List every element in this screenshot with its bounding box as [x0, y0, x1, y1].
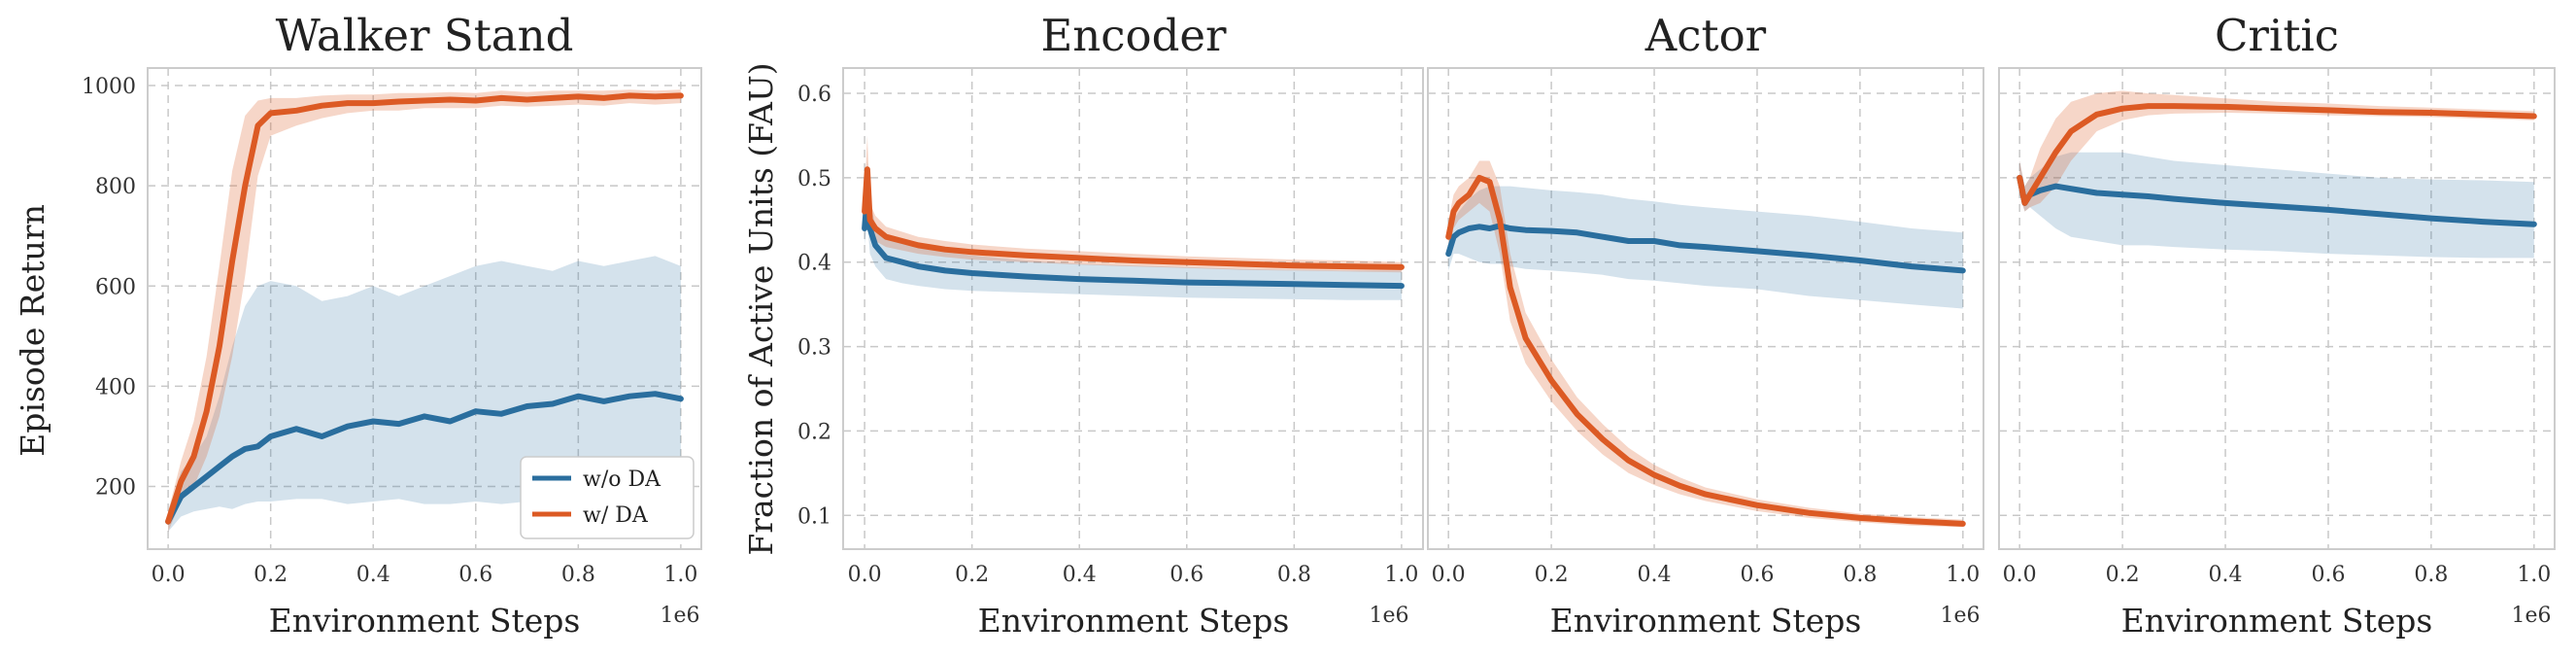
y-tick-label: 800 — [95, 175, 136, 199]
series-line-with-da — [2017, 103, 2537, 206]
y-tick-label: 0.5 — [797, 167, 831, 191]
panel-critic: Critic Environment Steps 1e6 0.0 0.2 0.4 0.… — [1998, 10, 2556, 640]
x-tick-label: 0.6 — [2311, 563, 2345, 587]
x-tick-label: 0.8 — [561, 563, 595, 587]
x-tick-label: 0.6 — [1740, 563, 1774, 587]
x-offset-label: 1e6 — [1369, 604, 1408, 628]
x-tick-label: 0.0 — [2003, 563, 2037, 587]
y-axis-label: Fraction of Active Units (FAU) — [742, 62, 780, 555]
panel-encoder: Encoder Environment Steps Fraction of Ac… — [742, 10, 1424, 640]
x-tick-label: 1.0 — [2517, 563, 2551, 587]
panel-walker-stand: Walker Stand Environment Steps Episode R… — [14, 10, 702, 640]
panel-title: Actor — [1644, 10, 1767, 61]
x-offset-label: 1e6 — [2511, 604, 2551, 628]
y-tick-label: 0.6 — [797, 83, 831, 107]
axes-frame — [842, 67, 1424, 550]
x-tick-label: 0.2 — [1535, 563, 1569, 587]
y-axis-label: Episode Return — [14, 204, 51, 457]
x-tick-label: 1.0 — [1946, 563, 1980, 587]
x-tick-label: 0.6 — [1169, 563, 1203, 587]
x-tick-label: 0.2 — [2106, 563, 2140, 587]
confidence-band-with-da — [2019, 90, 2534, 212]
confidence-band-without-da — [864, 160, 1402, 300]
x-offset-label: 1e6 — [660, 604, 699, 628]
x-tick-label: 0.6 — [458, 563, 492, 587]
y-tick-label: 0.4 — [797, 252, 831, 276]
x-tick-label: 0.2 — [955, 563, 989, 587]
x-tick-label: 1.0 — [1384, 563, 1418, 587]
x-tick-label: 0.8 — [1843, 563, 1877, 587]
x-axis-label: Environment Steps — [269, 602, 581, 640]
series-line-without-da — [2017, 174, 2537, 227]
axes-frame — [1998, 67, 2556, 550]
x-tick-label: 0.8 — [1277, 563, 1311, 587]
series-line-without-da — [862, 191, 1405, 290]
axes-frame — [1427, 67, 1984, 550]
axes-frame — [147, 67, 702, 550]
y-tick-label: 0.1 — [797, 504, 831, 529]
x-tick-label: 0.4 — [1063, 563, 1097, 587]
panel-actor: Actor Environment Steps 1e6 0.0 0.2 0.4 0.6… — [1427, 10, 1984, 640]
legend-label-with-da: w/ DA — [583, 503, 649, 528]
series-line-with-da — [1445, 174, 1966, 527]
panel-title: Walker Stand — [276, 10, 574, 61]
y-tick-label: 1000 — [82, 75, 136, 99]
x-tick-label: 0.4 — [1638, 563, 1672, 587]
x-axis-label: Environment Steps — [1550, 602, 1862, 640]
x-offset-label: 1e6 — [1940, 604, 1980, 628]
x-axis-label: Environment Steps — [978, 602, 1290, 640]
series-line-without-da — [1445, 223, 1966, 274]
x-tick-label: 0.0 — [1432, 563, 1466, 587]
x-axis-label: Environment Steps — [2121, 602, 2433, 640]
series-line-with-da — [862, 166, 1405, 270]
panel-title: Critic — [2215, 10, 2339, 61]
y-tick-label: 0.3 — [797, 336, 831, 361]
series-line-with-da — [165, 92, 684, 525]
confidence-band-with-da — [1448, 160, 1963, 528]
y-tick-label: 600 — [95, 275, 136, 299]
x-tick-label: 0.0 — [152, 563, 186, 587]
panel-title: Encoder — [1040, 10, 1227, 61]
x-tick-label: 0.4 — [356, 563, 390, 587]
x-tick-label: 0.4 — [2209, 563, 2243, 587]
y-tick-label: 400 — [95, 375, 136, 399]
series-line-without-da — [165, 391, 684, 525]
x-tick-label: 0.8 — [2414, 563, 2448, 587]
y-tick-label: 0.2 — [797, 420, 831, 444]
x-tick-label: 1.0 — [663, 563, 697, 587]
legend-label-without-da: w/o DA — [583, 468, 661, 492]
x-tick-label: 0.0 — [848, 563, 882, 587]
x-tick-label: 0.2 — [254, 563, 288, 587]
y-tick-label: 200 — [95, 476, 136, 501]
legend: w/o DA w/ DA — [520, 456, 695, 539]
